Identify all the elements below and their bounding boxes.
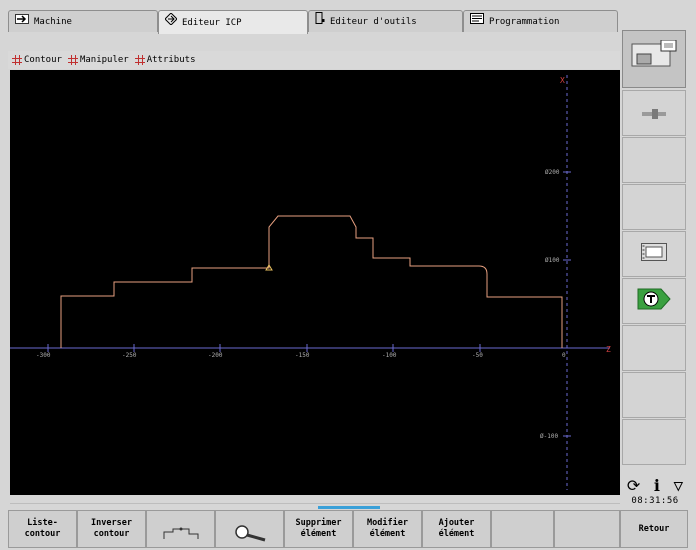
refresh-icon[interactable]: ⟳ bbox=[626, 475, 641, 495]
clock: 08:31:56 bbox=[631, 496, 679, 506]
tab-editeur-outils[interactable]: Editeur d'outils bbox=[308, 10, 463, 32]
z-tick-label: -50 bbox=[472, 352, 483, 359]
machine-view-button[interactable] bbox=[622, 30, 686, 88]
retour-button[interactable]: Retour bbox=[620, 510, 688, 548]
tab-bar: Machine Editeur ICP Editeur d'outils Pro… bbox=[8, 10, 618, 34]
menu-attributs[interactable]: Attributs bbox=[134, 55, 196, 65]
contour-start-marker bbox=[265, 264, 273, 271]
z-axis-ticks bbox=[47, 344, 481, 352]
contour-symbol-icon bbox=[163, 515, 199, 544]
x-tick-label: Ø100 bbox=[545, 257, 560, 264]
tab-label: Editeur d'outils bbox=[330, 16, 417, 27]
menu-label: Attributs bbox=[146, 55, 196, 65]
tab-label: Machine bbox=[34, 16, 72, 27]
tool-t-icon bbox=[637, 288, 671, 314]
z-tick-label: -200 bbox=[208, 352, 223, 359]
contour-plot: -300 -250 -200 -150 -100 -50 0 Ø200 Ø100… bbox=[10, 75, 611, 490]
x-tick-label: Ø200 bbox=[545, 169, 560, 176]
status-area: ⟳ i ▽ 08:31:56 bbox=[620, 474, 690, 514]
contour-path[interactable] bbox=[60, 215, 563, 348]
tab-machine[interactable]: Machine bbox=[8, 10, 158, 32]
x-axis-label: X bbox=[560, 76, 565, 85]
ajouter-element-button[interactable]: Ajouter élément bbox=[422, 510, 491, 548]
grid-icon bbox=[134, 55, 145, 65]
triangle-down-icon[interactable]: ▽ bbox=[673, 475, 684, 495]
contour-graphics-area[interactable]: -300 -250 -200 -150 -100 -50 0 Ø200 Ø100… bbox=[10, 70, 620, 495]
grid-icon bbox=[12, 55, 22, 65]
side-softkey-7[interactable] bbox=[622, 372, 686, 418]
zoom-button[interactable] bbox=[215, 510, 284, 548]
side-softkey-3[interactable] bbox=[622, 184, 686, 230]
menu-label: Contour bbox=[24, 55, 62, 65]
z-tick-label: -250 bbox=[122, 352, 137, 359]
modifier-element-button[interactable]: Modifier élément bbox=[353, 510, 422, 548]
tab-editeur-icp[interactable]: Editeur ICP bbox=[158, 10, 308, 34]
arrow-right-icon bbox=[15, 11, 29, 33]
horizontal-softkey-bar: Liste- contour Inverser contour Supprime… bbox=[0, 510, 696, 550]
z-axis-label: Z bbox=[606, 345, 611, 354]
side-softkey-1[interactable] bbox=[622, 90, 686, 136]
empty-softkey-1[interactable] bbox=[491, 510, 554, 548]
empty-softkey-2[interactable] bbox=[554, 510, 620, 548]
side-softkey-4[interactable] bbox=[622, 231, 686, 277]
liste-contour-button[interactable]: Liste- contour bbox=[8, 510, 77, 548]
tab-programmation[interactable]: Programmation bbox=[463, 10, 618, 32]
magnifier-icon bbox=[233, 513, 267, 546]
x-axis-ticks bbox=[563, 171, 571, 437]
z-tick-label: 0 bbox=[562, 352, 566, 359]
z-tick-label: -100 bbox=[382, 352, 397, 359]
tab-label: Editeur ICP bbox=[182, 17, 242, 28]
info-icon[interactable]: i bbox=[653, 475, 660, 495]
menu-manipuler[interactable]: Manipuler bbox=[67, 55, 129, 65]
contour-symbol-button[interactable] bbox=[146, 510, 215, 548]
x-tick-label: Ø-100 bbox=[540, 433, 558, 440]
tab-label: Programmation bbox=[489, 16, 560, 27]
menu-bar: Contour Manipuler Attributs bbox=[8, 51, 620, 69]
side-softkey-8[interactable] bbox=[622, 419, 686, 465]
slider-icon bbox=[642, 104, 666, 123]
z-tick-label: -150 bbox=[295, 352, 310, 359]
side-softkey-2[interactable] bbox=[622, 137, 686, 183]
tool-holder-icon bbox=[315, 11, 325, 33]
diamond-arrow-icon bbox=[164, 11, 178, 34]
z-tick-label: -300 bbox=[36, 352, 51, 359]
program-list-icon bbox=[470, 11, 484, 33]
menu-contour[interactable]: Contour bbox=[12, 55, 62, 65]
menu-label: Manipuler bbox=[79, 55, 129, 65]
supprimer-element-button[interactable]: Supprimer élément bbox=[284, 510, 353, 548]
tool-t-button[interactable] bbox=[622, 278, 686, 324]
side-softkey-6[interactable] bbox=[622, 325, 686, 371]
divider bbox=[10, 503, 620, 504]
softkey-indicator bbox=[318, 506, 380, 509]
inverser-contour-button[interactable]: Inverser contour bbox=[77, 510, 146, 548]
film-frame-icon bbox=[641, 243, 667, 265]
machine-view-icon bbox=[631, 39, 677, 78]
grid-icon bbox=[67, 55, 78, 65]
